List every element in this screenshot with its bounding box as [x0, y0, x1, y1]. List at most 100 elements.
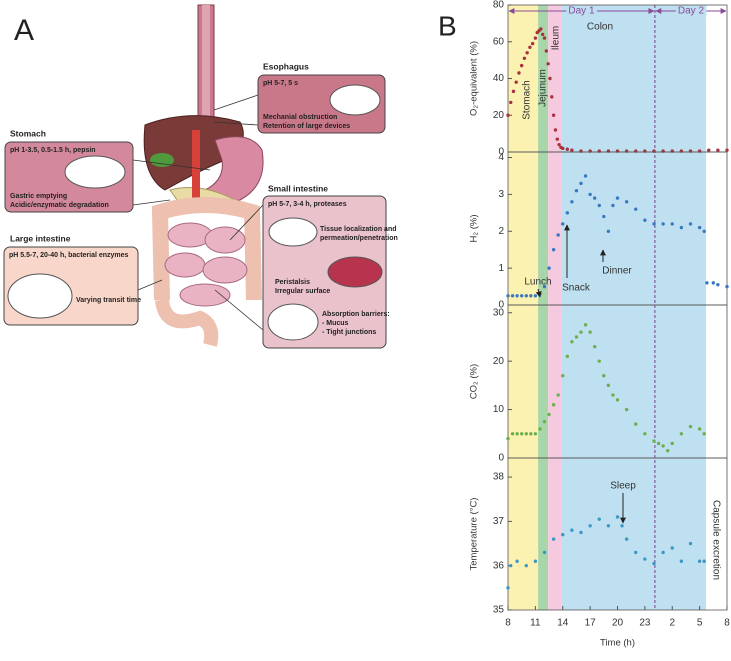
y-tick-label: 60	[493, 36, 505, 47]
box-title: Stomach	[10, 128, 46, 138]
illustration	[268, 217, 318, 247]
point	[524, 563, 528, 568]
point	[661, 444, 665, 448]
point	[522, 56, 527, 60]
box-line: Irregular surface	[275, 288, 330, 295]
y-tick-label: 0	[498, 147, 504, 158]
point	[679, 559, 684, 563]
point	[542, 419, 547, 424]
point	[611, 203, 615, 208]
point	[525, 51, 529, 55]
point	[620, 524, 624, 528]
anatomy	[143, 4, 264, 347]
point	[551, 113, 556, 117]
point	[557, 142, 561, 147]
point	[624, 407, 629, 412]
day-label: Day 2	[678, 6, 705, 17]
point	[515, 432, 519, 436]
region	[538, 5, 549, 610]
point	[570, 340, 574, 344]
panel-label: B	[438, 10, 457, 41]
illustration	[327, 256, 383, 288]
x-tick-label: 14	[557, 618, 569, 629]
point	[515, 294, 519, 298]
point	[615, 515, 620, 519]
point	[515, 559, 519, 563]
point	[528, 45, 532, 49]
point	[547, 412, 551, 417]
gallbladder	[150, 153, 174, 167]
point	[634, 550, 638, 555]
point	[661, 222, 665, 226]
point	[561, 222, 565, 226]
point	[592, 344, 597, 349]
point	[509, 100, 513, 105]
point	[519, 63, 524, 68]
point	[652, 439, 656, 443]
region-label: Stomach	[522, 80, 533, 119]
box-line: Gastric emptying	[10, 193, 67, 200]
day-label-bg	[566, 5, 597, 17]
point	[574, 335, 579, 339]
point	[540, 32, 545, 37]
box-title: Esophagus	[263, 61, 309, 71]
point	[705, 281, 709, 285]
box-line: - Tight junctions	[322, 329, 376, 336]
point	[702, 432, 706, 436]
point	[555, 137, 559, 141]
point	[579, 181, 583, 186]
illustration	[7, 273, 73, 319]
box-title: Small intestine	[268, 183, 328, 193]
panel-b: B	[438, 10, 457, 41]
region	[548, 5, 562, 610]
box-line: permeation/penetration	[320, 235, 398, 242]
point	[570, 528, 574, 532]
y-tick-label: 30	[493, 307, 505, 318]
esophagus-lumen	[202, 5, 210, 123]
point	[556, 393, 560, 397]
point	[544, 49, 549, 53]
point	[579, 530, 583, 535]
point	[511, 89, 516, 94]
point	[643, 557, 647, 561]
point	[506, 586, 510, 590]
box-line: Acidic/enzymatic degradation	[10, 202, 109, 209]
point	[697, 559, 702, 563]
point	[517, 71, 521, 75]
region	[561, 5, 707, 610]
point	[533, 36, 538, 40]
illustration	[329, 84, 381, 116]
point	[506, 113, 510, 117]
point	[707, 148, 711, 152]
y-tick-label: 10	[493, 404, 505, 415]
leader-lines	[132, 94, 264, 331]
point	[588, 330, 592, 334]
point	[606, 383, 611, 388]
point	[565, 354, 570, 359]
y-tick-label: 2	[498, 226, 504, 237]
point	[702, 559, 706, 563]
point	[548, 76, 552, 81]
point	[670, 546, 674, 550]
point	[519, 432, 524, 436]
point	[565, 147, 570, 151]
point	[656, 441, 661, 446]
point	[652, 222, 656, 226]
point	[697, 427, 702, 431]
box-line: pH 5-7, 3-4 h, proteases	[268, 201, 347, 208]
annotation: Lunch	[524, 277, 551, 288]
annotation: Capsule excretion	[710, 500, 721, 580]
point	[547, 266, 551, 270]
x-tick-label: 20	[612, 618, 624, 629]
region-label: Ileum	[551, 26, 562, 50]
point	[524, 294, 528, 298]
region	[508, 5, 539, 610]
point	[561, 146, 565, 151]
point	[725, 284, 729, 289]
point	[561, 532, 565, 537]
point	[602, 373, 606, 378]
annotation-arrow	[535, 288, 542, 298]
point	[688, 541, 693, 546]
point	[542, 550, 547, 555]
point	[529, 294, 533, 298]
